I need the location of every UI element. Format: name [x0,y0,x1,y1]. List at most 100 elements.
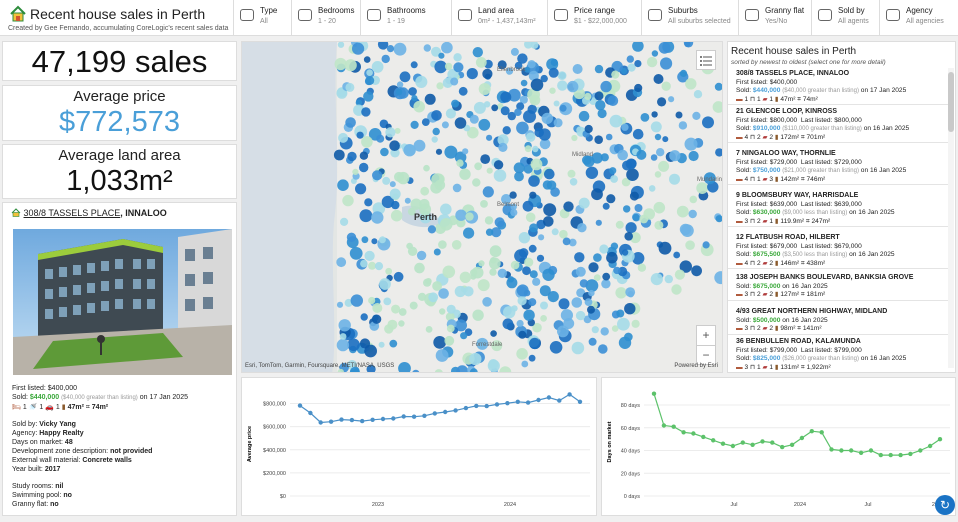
data-point[interactable] [453,408,458,413]
data-point[interactable] [308,410,313,416]
sale-point[interactable] [530,158,543,171]
data-point[interactable] [770,440,775,445]
data-point[interactable] [681,430,686,435]
sale-point[interactable] [398,320,405,327]
sale-point[interactable] [526,132,536,142]
sale-point[interactable] [484,216,494,225]
sale-point[interactable] [438,52,445,59]
sale-point[interactable] [587,305,595,314]
sale-point[interactable] [518,330,527,339]
data-point[interactable] [740,440,745,445]
sale-point[interactable] [622,160,632,171]
data-point[interactable] [937,437,943,442]
sale-point[interactable] [394,171,404,182]
sale-point[interactable] [524,66,531,73]
sale-point[interactable] [465,212,474,221]
sale-point[interactable] [516,121,529,135]
sale-point[interactable] [503,306,516,319]
scroll-thumb[interactable] [948,72,954,132]
sale-point[interactable] [415,75,428,88]
data-point[interactable] [360,418,365,424]
sale-point[interactable] [519,248,529,258]
sale-point[interactable] [557,71,567,80]
sale-point[interactable] [456,218,466,228]
sale-point[interactable] [553,100,560,107]
sale-point[interactable] [431,173,444,187]
sale-point[interactable] [591,152,603,164]
sale-point[interactable] [431,46,441,57]
sale-point[interactable] [490,330,497,337]
sale-point[interactable] [389,188,401,200]
sale-point[interactable] [606,194,616,204]
sale-point[interactable] [462,148,469,155]
sale-point[interactable] [489,245,502,258]
list-scrollbar[interactable] [948,68,954,368]
sale-point[interactable] [476,337,489,350]
data-point[interactable] [370,417,375,422]
sale-point[interactable] [438,288,449,299]
sale-point[interactable] [696,182,709,195]
sale-point[interactable] [451,240,462,250]
filter-bathrooms[interactable]: Bathrooms 1 - 19 [360,0,451,35]
sale-point[interactable] [337,368,344,373]
sale-point[interactable] [632,128,644,140]
data-point[interactable] [691,431,696,436]
sale-point[interactable] [542,268,555,281]
sale-point[interactable] [702,116,714,129]
sale-point[interactable] [517,53,528,64]
sale-point[interactable] [529,270,538,279]
sale-point[interactable] [433,248,441,256]
sale-point[interactable] [338,319,351,332]
sale-point[interactable] [441,42,453,54]
sale-point[interactable] [463,286,474,297]
sale-point[interactable] [345,117,356,128]
data-point[interactable] [474,403,479,409]
sale-point[interactable] [571,341,585,355]
filter-price-range[interactable]: Price range $1 - $22,000,000 [547,0,641,35]
sale-point[interactable] [594,91,604,101]
sale-point[interactable] [438,240,447,249]
data-point[interactable] [297,403,303,408]
sale-point[interactable] [423,164,430,172]
sale-point[interactable] [519,95,528,104]
sale-point[interactable] [501,194,512,205]
sale-point[interactable] [436,82,444,90]
sale-point[interactable] [567,169,576,178]
sale-point[interactable] [380,147,389,157]
sale-point[interactable] [569,178,578,186]
sale-point[interactable] [378,236,386,244]
sale-point[interactable] [432,127,440,136]
filter-type[interactable]: Type All [233,0,291,35]
sale-point[interactable] [547,291,559,303]
filter-land-area[interactable]: Land area 0m² - 1,437,143m² [451,0,547,35]
sale-point[interactable] [689,195,698,204]
sale-point[interactable] [410,61,418,69]
sale-point[interactable] [617,149,628,161]
list-item[interactable]: 308/8 TASSELS PLACE, INNALOO First listed… [728,70,950,105]
sale-point[interactable] [532,277,541,286]
sale-point[interactable] [540,315,547,322]
sale-point[interactable] [542,180,553,190]
sale-point[interactable] [489,268,497,276]
sale-point[interactable] [360,313,368,321]
sale-point[interactable] [478,260,485,267]
sale-point[interactable] [440,203,452,216]
sale-point[interactable] [385,127,396,138]
sale-point[interactable] [715,148,723,157]
sale-point[interactable] [451,99,460,108]
sale-point[interactable] [459,168,471,180]
data-point[interactable] [422,413,427,418]
sale-point[interactable] [381,195,395,209]
sale-point[interactable] [478,118,491,131]
sale-point[interactable] [654,171,662,178]
sale-point[interactable] [368,261,377,270]
sale-point[interactable] [516,348,528,360]
sale-point[interactable] [333,149,345,161]
sale-point[interactable] [359,209,373,223]
sale-point[interactable] [366,364,376,373]
sale-point[interactable] [396,81,404,88]
sale-point[interactable] [390,209,403,222]
sale-point[interactable] [431,136,438,143]
sale-point[interactable] [336,338,350,352]
data-point[interactable] [780,444,785,450]
